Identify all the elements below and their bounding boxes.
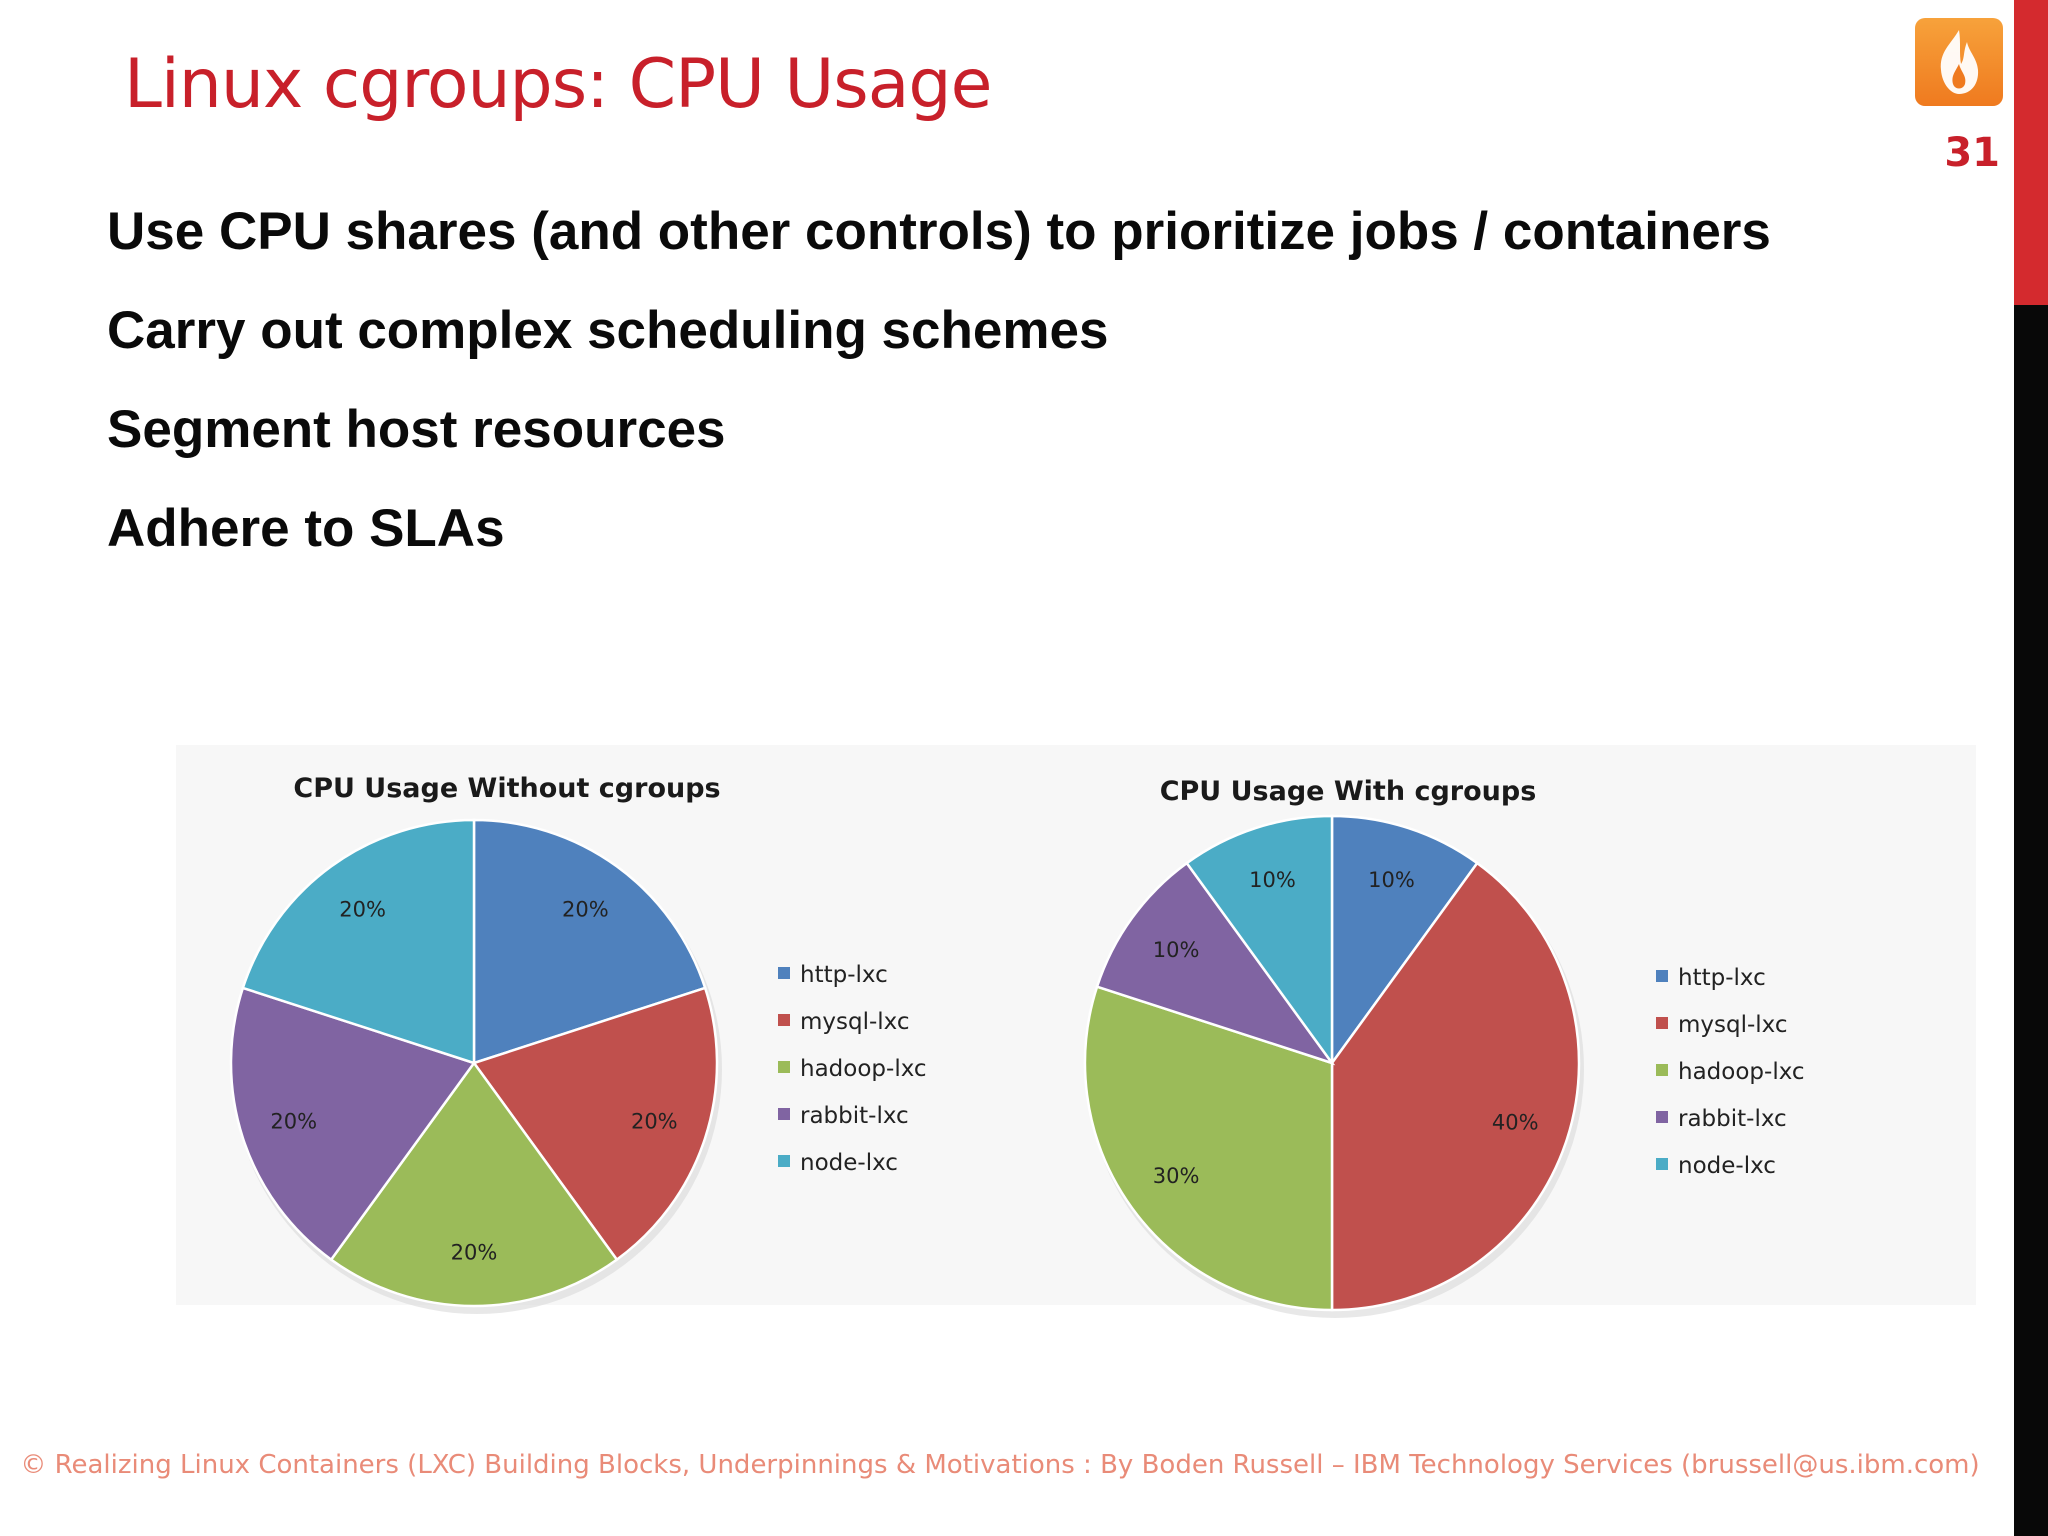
chart-title: CPU Usage Without cgroups <box>293 773 720 804</box>
pie-slice-hadoop-lxc <box>1083 985 1334 1312</box>
slide-title: Linux cgroups: CPU Usage <box>124 45 992 124</box>
legend-swatch <box>1656 1158 1668 1170</box>
pie-slice-rabbit-lxc <box>229 986 477 1262</box>
legend-label: mysql-lxc <box>1678 1012 1788 1038</box>
data-label: 20% <box>451 1241 498 1265</box>
legend-label: hadoop-lxc <box>800 1056 927 1082</box>
data-label: 30% <box>1153 1164 1200 1188</box>
side-accent-bar-black <box>2014 305 2048 1536</box>
data-label: 10% <box>1368 868 1415 892</box>
bullet-item: Segment host resources <box>107 400 726 459</box>
legend-label: hadoop-lxc <box>1678 1059 1805 1085</box>
data-label: 20% <box>562 898 609 922</box>
pie-slice-mysql-lxc <box>471 986 719 1262</box>
chart-title: CPU Usage With cgroups <box>1160 776 1537 807</box>
data-label: 40% <box>1492 1111 1539 1135</box>
data-label: 10% <box>1249 868 1296 892</box>
pie-slice-node-lxc <box>241 818 476 1065</box>
legend-label: http-lxc <box>800 962 888 988</box>
page-number: 31 <box>1944 130 2000 176</box>
data-label: 20% <box>631 1110 678 1134</box>
side-accent-bar-red <box>2014 0 2048 305</box>
pie-slice-hadoop-lxc <box>329 1060 619 1308</box>
footer-copyright: © Realizing Linux Containers (LXC) Build… <box>20 1450 1980 1480</box>
legend-label: http-lxc <box>1678 965 1766 991</box>
pie-slice-http-lxc <box>472 818 707 1065</box>
legend-label: node-lxc <box>800 1150 898 1176</box>
legend-swatch <box>778 967 790 979</box>
pie-chart-group: CPU Usage Without cgroups 20% 20% 20% 20% 20%… <box>229 773 927 1314</box>
legend-label: rabbit-lxc <box>800 1103 909 1129</box>
bullet-item: Adhere to SLAs <box>107 499 505 558</box>
legend-label: node-lxc <box>1678 1153 1776 1179</box>
legend-swatch <box>778 1155 790 1167</box>
bullet-item: Carry out complex scheduling schemes <box>107 301 1109 360</box>
legend-swatch <box>1656 1064 1668 1076</box>
pie-slice-http-lxc <box>1330 814 1479 1067</box>
bullet-list: Use CPU shares (and other controls) to p… <box>107 182 1771 578</box>
legend-swatch <box>778 1014 790 1026</box>
data-label: 10% <box>1153 938 1200 962</box>
bullet-item: Use CPU shares (and other controls) to p… <box>107 202 1771 261</box>
legend-swatch <box>778 1108 790 1120</box>
pie-chart-group: CPU Usage With cgroups 10% 40% 30% 10% 10% htt… <box>1083 776 1805 1318</box>
pie-slice-mysql-lxc <box>1330 861 1581 1312</box>
legend-swatch <box>1656 1017 1668 1029</box>
legend-swatch <box>778 1061 790 1073</box>
flame-logo-icon <box>1915 18 2003 106</box>
pie-slice-node-lxc <box>1185 814 1334 1067</box>
legend-swatch <box>1656 1111 1668 1123</box>
data-label: 20% <box>339 898 386 922</box>
legend-label: mysql-lxc <box>800 1009 910 1035</box>
legend-label: rabbit-lxc <box>1678 1106 1787 1132</box>
data-label: 20% <box>270 1110 317 1134</box>
legend-swatch <box>1656 970 1668 982</box>
pie-slice-rabbit-lxc <box>1095 861 1336 1066</box>
